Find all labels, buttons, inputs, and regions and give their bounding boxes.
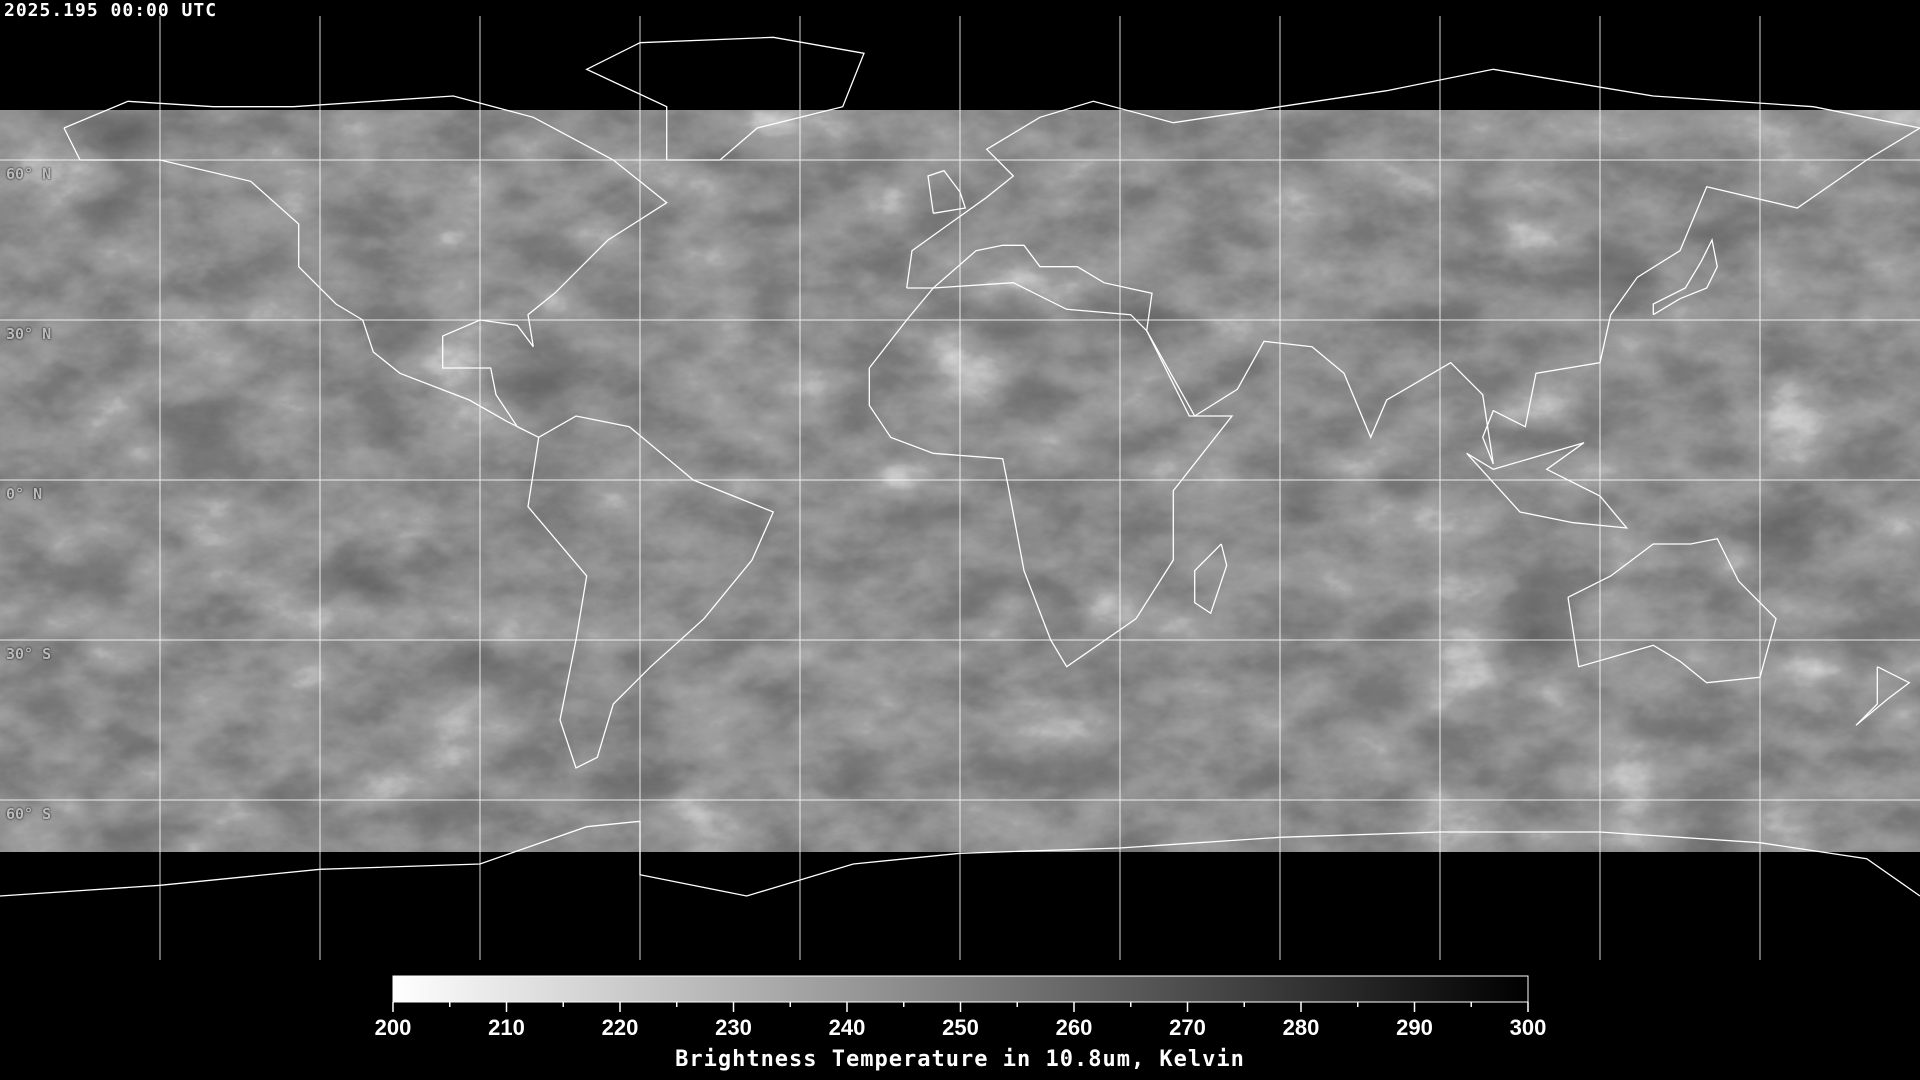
lat-label: 60° N [6,165,52,183]
satellite-map [0,16,1920,960]
colorbar-title: Brightness Temperature in 10.8um, Kelvin [675,1047,1245,1072]
coastline-antarctica [0,820,1920,897]
colorbar-tick-label: 290 [1396,1015,1433,1040]
colorbar-tick-label: 250 [942,1015,979,1040]
colorbar-tick-label: 210 [488,1015,525,1040]
colorbar: 200 210 220 230 240 250 260 270 280 290 300 [375,975,1547,1040]
lat-label: 60° S [6,805,52,823]
coastline-north-america [63,95,668,438]
colorbar-tick-label: 240 [829,1015,866,1040]
colorbar-gradient [392,975,1529,1003]
coastlines [0,36,1920,897]
colorbar-tick-label: 300 [1510,1015,1547,1040]
lat-label: 30° S [6,645,52,663]
colorbar-tick-label: 280 [1283,1015,1320,1040]
graticule [0,16,1920,960]
colorbar-tick-label: 220 [602,1015,639,1040]
coastline-japan [1652,238,1718,316]
coastline-madagascar [1194,543,1228,615]
coastline-new-zealand [1855,666,1911,726]
colorbar-tick-label: 200 [375,1015,412,1040]
coastline-greenland [585,36,865,161]
colorbar-tick-label: 230 [715,1015,752,1040]
lat-label: 0° N [6,485,43,503]
coastline-south-america [527,415,775,769]
coastline-australia [1567,537,1777,684]
colorbar-tick-label: 270 [1169,1015,1206,1040]
lat-label: 30° N [6,325,52,343]
timestamp-label: 2025.195 00:00 UTC [4,0,218,21]
coastline-africa [868,282,1234,668]
coastline-eurasia [906,68,1920,465]
colorbar-tick-label: 260 [1056,1015,1093,1040]
